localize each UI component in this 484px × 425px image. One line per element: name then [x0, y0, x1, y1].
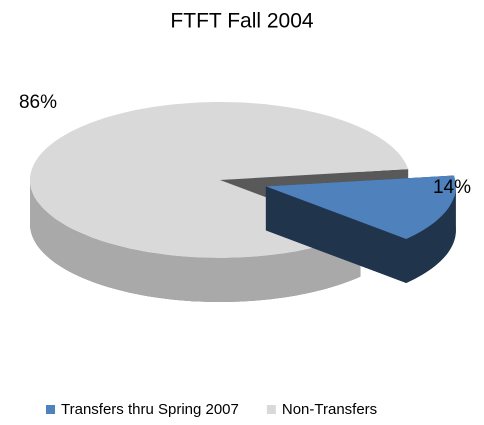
- slice-side: [30, 180, 361, 302]
- slice-cut: [265, 186, 407, 283]
- legend-label: Non-Transfers: [282, 401, 377, 418]
- data-label: 14%: [433, 177, 471, 198]
- slice: [265, 175, 456, 239]
- chart-title: FTFT Fall 2004: [170, 10, 313, 33]
- slice: [265, 175, 456, 283]
- slice-side: [406, 186, 456, 283]
- data-label: 86%: [19, 92, 57, 113]
- legend-swatch: [266, 405, 276, 414]
- legend-label: Transfers thru Spring 2007: [61, 401, 239, 418]
- legend-swatch: [46, 405, 55, 414]
